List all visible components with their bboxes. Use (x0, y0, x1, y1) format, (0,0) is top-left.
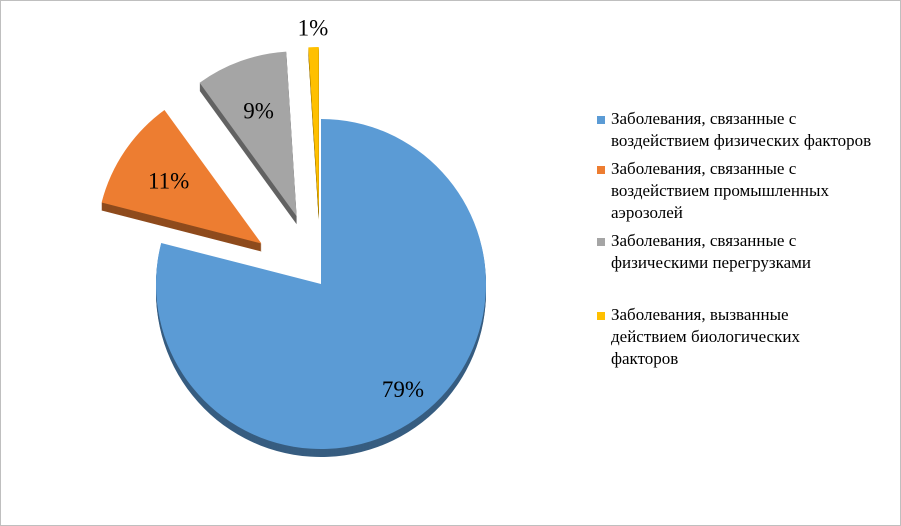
pie-slice-1 (101, 110, 262, 244)
data-label: 1% (298, 15, 329, 40)
legend-item-physical-factors: Заболевания, связанные с воздействием фи… (597, 108, 897, 152)
data-label: 79% (382, 377, 424, 402)
legend-swatch-orange (597, 166, 605, 174)
data-label: 9% (243, 99, 274, 124)
legend-label: Заболевания, связанные с воздействием пр… (611, 159, 829, 222)
pie-slice-3 (308, 47, 319, 213)
data-label: 11% (148, 168, 189, 193)
pie-slice-0 (156, 119, 486, 450)
legend-swatch-blue (597, 116, 605, 124)
legend-label: Заболевания, связанные с воздействием фи… (611, 109, 872, 150)
pie-slice-2 (199, 51, 297, 217)
legend-label: Заболевания, вызванные действием биологи… (611, 305, 800, 368)
legend: Заболевания, связанные с воздействием фи… (597, 108, 897, 370)
legend-swatch-yellow (597, 312, 605, 320)
legend-item-aerosols: Заболевания, связанные с воздействием пр… (597, 158, 897, 224)
legend-item-biological: Заболевания, вызванные действием биологи… (597, 304, 861, 370)
legend-item-overload: Заболевания, связанные с физическими пер… (597, 230, 861, 274)
legend-swatch-gray (597, 238, 605, 246)
pie-chart: 79% 11% 9% 1% (101, 15, 486, 457)
legend-label: Заболевания, связанные с физическими пер… (611, 231, 812, 272)
